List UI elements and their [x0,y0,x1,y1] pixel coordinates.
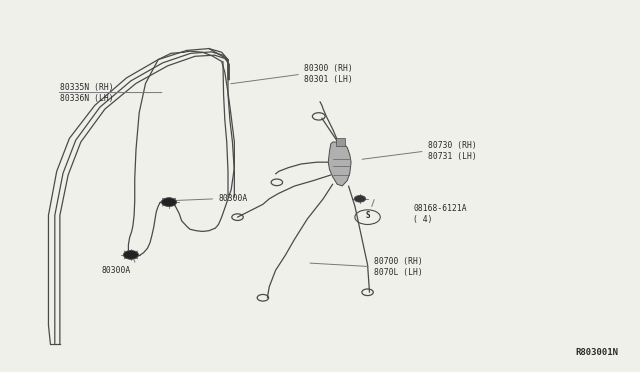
Text: 80335N (RH): 80335N (RH) [60,83,113,92]
Polygon shape [336,138,346,146]
Text: 80336N (LH): 80336N (LH) [60,93,113,103]
Text: S: S [365,211,370,220]
Text: 80300A: 80300A [101,266,131,275]
Circle shape [355,196,365,202]
Text: 08168-6121A: 08168-6121A [413,204,467,213]
Text: 80300 (RH): 80300 (RH) [304,64,353,73]
Text: ( 4): ( 4) [413,215,433,224]
Circle shape [161,198,177,206]
Text: 8070L (LH): 8070L (LH) [374,267,422,277]
Text: 80730 (RH): 80730 (RH) [428,141,477,150]
Circle shape [124,250,138,259]
Text: 80731 (LH): 80731 (LH) [428,152,477,161]
Polygon shape [328,142,351,186]
Text: 80700 (RH): 80700 (RH) [374,257,422,266]
Text: 80300A: 80300A [218,194,248,203]
Text: 80301 (LH): 80301 (LH) [304,75,353,84]
Text: R803001N: R803001N [575,348,618,357]
